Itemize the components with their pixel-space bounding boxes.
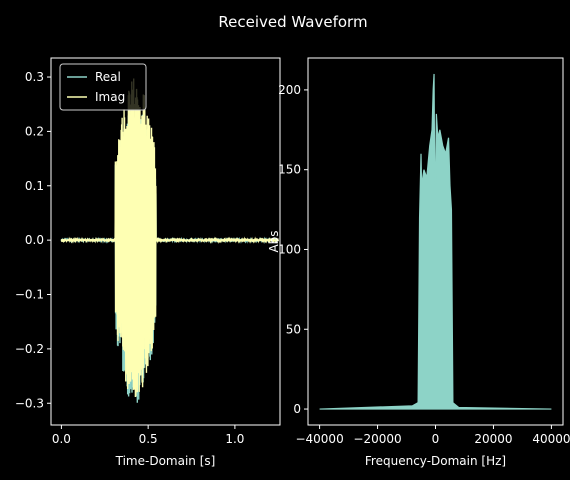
x-tick-label: 40000	[532, 432, 570, 446]
frequency-domain-axes: −40000 −20000 0 20000 40000 0 50 100 150 200 Frequ…	[267, 57, 570, 468]
y-tick-label: −0.1	[15, 288, 44, 302]
y-tick-label: −0.3	[15, 396, 44, 410]
axes-frame	[50, 57, 281, 426]
legend-box	[59, 63, 147, 111]
x-tick-label: 0	[432, 432, 440, 446]
x-tick-label: 0.0	[52, 432, 71, 446]
y-tick-label: 100	[278, 242, 301, 256]
y-tick-label: 0	[293, 402, 301, 416]
y-tick-label: 0.0	[25, 233, 44, 247]
y-tick-label: 200	[278, 83, 301, 97]
legend-label-real: Real	[95, 70, 121, 84]
y-axis-label: Abs	[267, 230, 281, 252]
x-tick-label: 0.5	[139, 432, 158, 446]
x-axis-label: Time-Domain [s]	[115, 454, 216, 468]
y-tick-label: −0.2	[15, 342, 44, 356]
x-tick-label: 20000	[474, 432, 512, 446]
x-tick-label: 1.0	[225, 432, 244, 446]
series-line-imag	[60, 78, 279, 398]
legend-label-imag: Imag	[95, 90, 125, 104]
y-tick-label: 0.3	[25, 70, 44, 84]
y-tick-label: 50	[286, 322, 301, 336]
y-tick-label: 0.2	[25, 124, 44, 138]
figure-title: Received Waveform	[218, 13, 367, 31]
series-line-real	[60, 109, 279, 403]
y-tick-label: 150	[278, 163, 301, 177]
x-tick-label: −20000	[353, 432, 401, 446]
x-tick-label: −40000	[295, 432, 343, 446]
spectrum-line	[319, 73, 552, 410]
x-axis-label: Frequency-Domain [Hz]	[365, 454, 506, 468]
time-domain-axes: 0.0 0.5 1.0 −0.3 −0.2 −0.1 0.0 0.1 0.2 0.3 Time-Do…	[15, 57, 281, 468]
y-tick-label: 0.1	[25, 179, 44, 193]
